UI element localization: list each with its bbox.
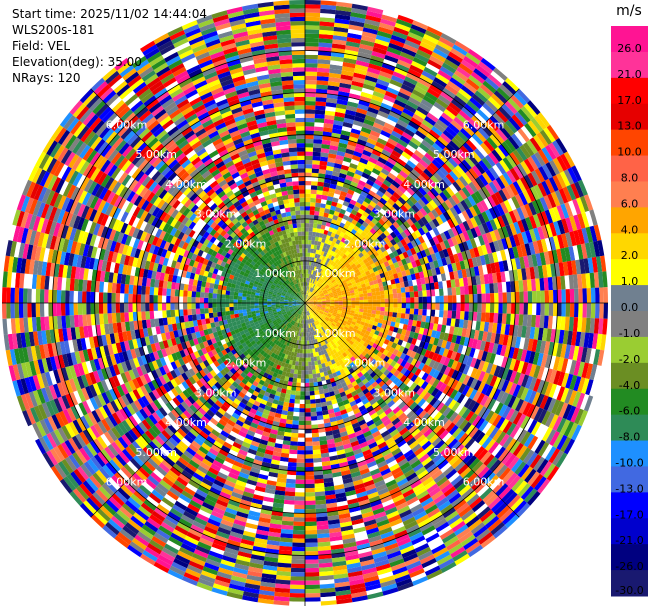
ring-label: 4.00km [403,178,445,191]
ring-label: 1.00km [254,327,296,340]
header-info: Start time: 2025/11/02 14:44:04 WLS200s-… [12,6,207,86]
ring-label: 3.00km [374,386,416,399]
instrument-name: WLS200s-181 [12,22,207,38]
ring-label: 5.00km [135,446,177,459]
ring-label: 2.00km [344,357,386,370]
range-labels: 1.00km 1.00km 1.00km 1.00km 2.00km 2.00km 2.00… [106,119,505,489]
ring-label: 3.00km [374,208,416,221]
ring-label: 4.00km [403,416,445,429]
ring-label: 1.00km [314,327,356,340]
ring-label: 5.00km [433,148,475,161]
field-name: Field: VEL [12,38,207,54]
ring-label: 2.00km [225,238,267,251]
range-grid [2,0,608,606]
ring-label: 1.00km [314,267,356,280]
elevation: Elevation(deg): 35.00 [12,54,207,70]
ring-label: 5.00km [135,148,177,161]
nrays: NRays: 120 [12,70,207,86]
ring-label: 5.00km [433,446,475,459]
ring-label: 6.00km [106,119,148,132]
ring-label: 4.00km [165,416,207,429]
velocity-rays [1,0,609,607]
ring-label: 6.00km [463,119,505,132]
diagonal-line [90,88,520,518]
ring-label: 2.00km [344,238,386,251]
ring-label: 2.00km [225,357,267,370]
ring-label: 6.00km [106,476,148,489]
ring-label: 3.00km [195,208,237,221]
ring-label: 6.00km [463,476,505,489]
start-time: Start time: 2025/11/02 14:44:04 [12,6,207,22]
ring-label: 1.00km [254,267,296,280]
ring-label: 4.00km [165,178,207,191]
ring-label: 3.00km [195,386,237,399]
